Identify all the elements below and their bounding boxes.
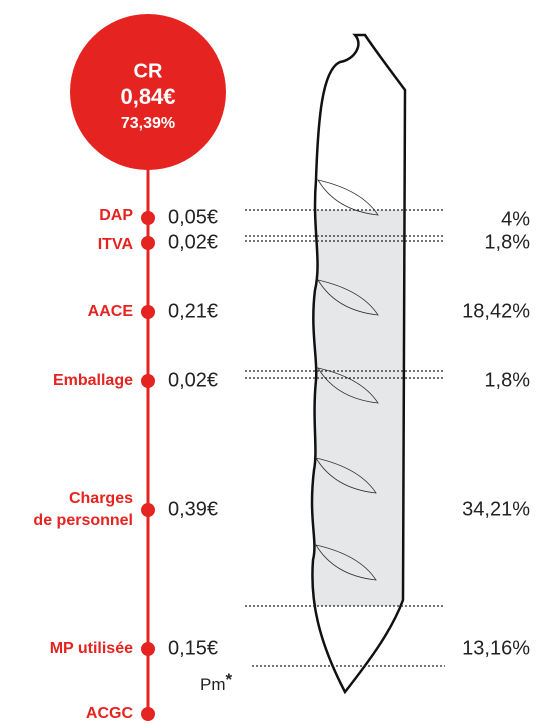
item-label: ACGC	[86, 705, 134, 722]
item-amount: Pm*	[200, 670, 233, 694]
item-amount: 0,02€	[168, 231, 218, 253]
item-amount: 0,39€	[168, 498, 218, 520]
timeline-dot	[141, 642, 155, 656]
amount-text: Pm	[200, 675, 226, 694]
timeline-dot	[141, 707, 155, 721]
footnote-mark: *	[226, 670, 233, 689]
item-amount: 0,02€	[168, 369, 218, 391]
timeline-dot	[141, 211, 155, 225]
cost-area	[312, 210, 405, 606]
item-label: DAP	[99, 207, 133, 224]
item-percent: 4%	[501, 208, 530, 230]
item-percent: 13,16%	[462, 637, 530, 659]
header-percent: 73,39%	[121, 115, 175, 132]
item-label: AACE	[88, 303, 134, 320]
item-label: ITVA	[98, 236, 134, 253]
item-percent: 18,42%	[462, 300, 530, 322]
guides	[245, 209, 445, 667]
header-amount: 0,84€	[120, 84, 175, 109]
header-circle	[70, 14, 226, 170]
item-label: Charges	[69, 490, 133, 507]
item-label: Emballage	[53, 372, 133, 389]
baguette-cuts	[315, 179, 379, 581]
item-amount: 0,15€	[168, 637, 218, 659]
timeline-dot	[141, 236, 155, 250]
item-label: MP utilisée	[50, 640, 133, 657]
timeline-dot	[141, 374, 155, 388]
item-label: de personnel	[33, 512, 133, 529]
timeline-dot	[141, 305, 155, 319]
baguette	[310, 33, 407, 695]
timeline-dot	[141, 503, 155, 517]
item-amount: 0,05€	[168, 206, 218, 228]
item-percent: 1,8%	[484, 231, 530, 253]
item-amount: 0,21€	[168, 300, 218, 322]
item-percent: 1,8%	[484, 369, 530, 391]
item-percent: 34,21%	[462, 498, 530, 520]
header-label: CR	[134, 60, 163, 82]
